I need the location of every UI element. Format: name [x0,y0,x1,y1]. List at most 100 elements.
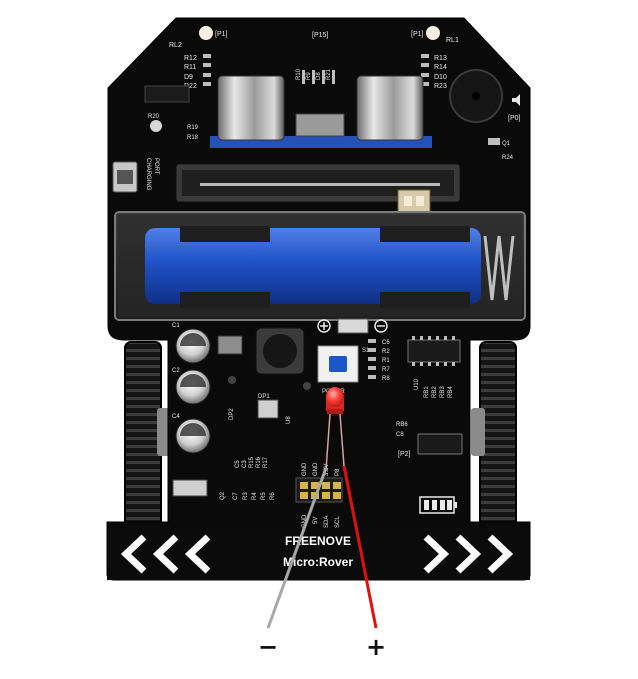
pin-labels-bottom: GND 5V SDA SCL [302,514,341,528]
pin-scl: SCL [335,516,341,528]
label-p15: [P15] [312,32,328,39]
label-r19: R19 [187,125,199,131]
label-r15: R15 [249,456,255,468]
label-rl2: RL2 [169,42,182,49]
battery-holder [114,211,526,321]
diode-part [172,479,208,497]
label-d8: D8 [316,72,322,80]
label-r6: R6 [270,492,276,500]
label-rl1: RL1 [446,37,459,44]
pin-labels-top: GND GND 3.3V P8 [302,462,341,476]
label-p0: [P0] [508,115,521,122]
label-r3: R3 [243,492,249,500]
label-r14: R14 [434,64,447,71]
microbit-slot [175,163,461,213]
pin-3v3: 3.3V [324,464,330,476]
pin-gnd-bottom: GND [302,514,308,528]
pin-p8: P8 [335,468,341,476]
label-p2: [P2] [398,451,411,458]
label-r20: R20 [148,114,160,120]
label-r12: R12 [184,55,197,62]
label-r22: R22 [184,83,197,90]
label-p1-right: [P1] [411,31,424,38]
label-c5: C5 [235,460,241,468]
left-chevrons [120,534,211,574]
label-r4: R4 [252,492,258,500]
rb-labels: U10 RB1 RB2 RB3 RB4 [414,378,454,398]
label-dp1: DP1 [258,394,270,400]
positive-wire [342,465,378,629]
label-r17: R17 [263,456,269,468]
label-r9: R9 [306,72,312,80]
left-wheel [124,341,171,528]
label-q2: Q2 [220,491,226,500]
lower-left-labels: C5 C3 R15 R16 R17 Q2 C7 R3 R4 R5 R6 [220,456,276,500]
label-c6: C6 [382,340,390,346]
right-wheel [471,341,517,528]
label-rb2: RB2 [432,386,438,398]
label-r16: R16 [256,456,262,468]
ic-driver-2 [417,433,463,455]
label-r8: R8 [382,376,390,382]
ic-top-left [144,85,190,103]
middle-labels: R10 R9 D8 R21 [296,68,332,80]
label-u10: U10 [414,378,420,390]
label-q1: Q1 [502,141,511,147]
positive-label: + [366,633,386,661]
ic-regulator [217,335,243,355]
label-rb1: RB1 [424,386,430,398]
label-r10: R10 [296,68,302,80]
label-d9: D9 [184,74,193,81]
battery-spring [483,235,515,301]
label-c1: C1 [172,323,180,329]
label-c2: C2 [172,368,180,374]
power-switch-slot [337,318,369,334]
pin-gnd-top: GND [302,462,308,476]
label-c7: C7 [233,492,239,500]
model-name: Micro:Rover [283,555,353,569]
label-c3: C3 [242,460,248,468]
label-r1: R1 [382,358,390,364]
left-resistor-labels: R12 R11 D9 R22 [184,54,211,90]
label-c8: C8 [396,432,404,438]
label-c4: C4 [172,414,180,420]
label-r24: R24 [502,155,514,161]
label-r5: R5 [261,492,267,500]
label-r11: R11 [184,64,196,71]
label-u8: U8 [286,416,292,424]
label-r2: R2 [382,349,390,355]
right-mid-labels: C6 R2 R1 R7 R8 [368,339,390,382]
speaker-icon [512,94,520,106]
mount-hole-right [426,26,440,40]
negative-label: − [258,633,278,661]
label-rb3: RB3 [440,386,446,398]
pin-gnd-top-2: GND [313,462,319,476]
brand-name: FREENOVE [285,534,351,548]
right-chevrons [423,534,514,574]
mount-hole-left [199,26,213,40]
label-p1-left: [P1] [215,31,228,38]
light-sensor [150,120,162,132]
label-r23: R23 [434,83,447,90]
label-s1: S1 [362,348,370,354]
label-rb4: RB4 [448,386,454,398]
label-r13: R13 [434,55,447,62]
red-led [325,387,345,471]
power-button[interactable] [317,345,359,383]
ic-motor-driver [407,339,461,363]
label-r18: R18 [187,135,199,141]
capacitors-left [175,328,211,454]
pin-5v: 5V [313,517,319,524]
minus-symbol [374,319,388,333]
battery [145,228,481,304]
pin-sda: SDA [324,516,330,528]
label-r7: R7 [382,367,390,373]
q1-part [488,138,500,145]
negative-wire [266,467,328,629]
label-charging: CHARGING [145,158,151,191]
label-port: PORT [153,158,159,175]
plus-symbol [317,319,331,333]
label-dp2: DP2 [229,408,235,420]
label-r21: R21 [326,68,332,80]
